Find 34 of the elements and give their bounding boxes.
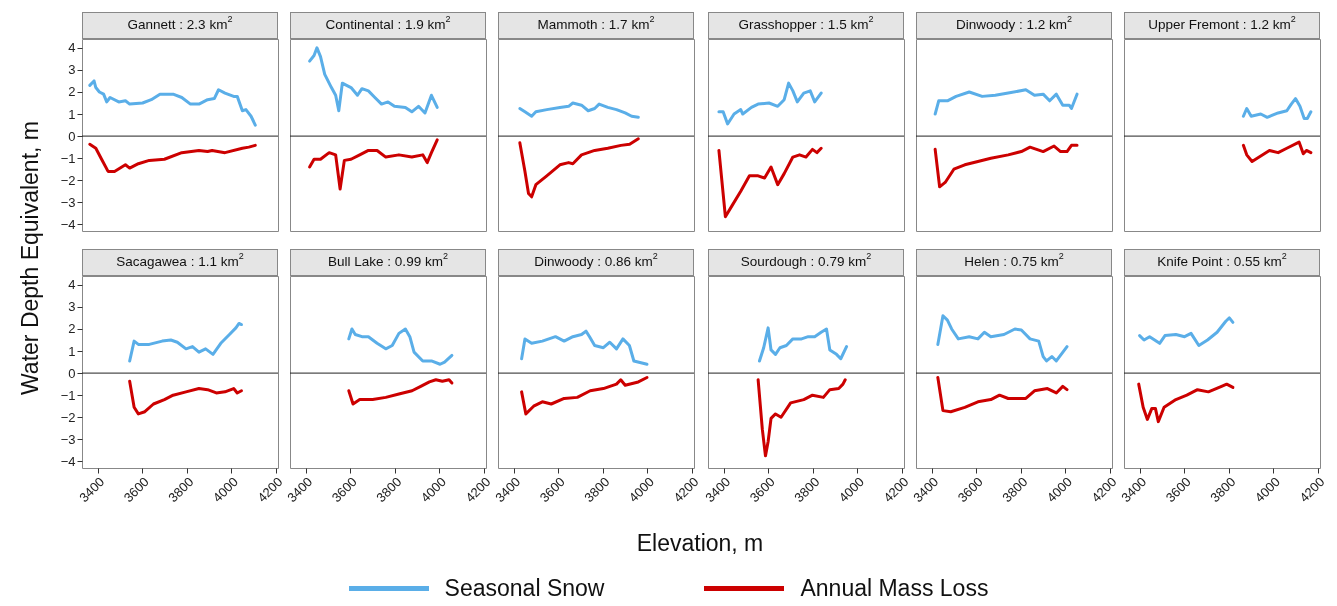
y-tick-label: 2 — [68, 84, 76, 100]
y-tick-label: −3 — [60, 194, 76, 210]
chart-title: Mammoth : 1.7 km$^{2}$ — [498, 12, 694, 39]
y-tick-label: 3 — [68, 299, 76, 315]
legend-label: Annual Mass Loss — [800, 575, 989, 602]
y-tick-label: −2 — [60, 409, 76, 425]
chart-title: Dinwoody : 1.2 km$^{2}$ — [916, 12, 1112, 39]
chart-title: Bull Lake : 0.99 km$^{2}$ — [290, 249, 486, 276]
chart-title: Knife Point : 0.55 km$^{2}$ — [1124, 249, 1320, 276]
y-tick-label: 4 — [68, 277, 76, 293]
chart-title: Dinwoody : 0.86 km$^{2}$ — [498, 249, 694, 276]
y-tick-label: −2 — [60, 172, 76, 188]
chart-title: Grasshopper : 1.5 km$^{2}$ — [708, 12, 904, 39]
chart-title: Gannett : 2.3 km$^{2}$ — [82, 12, 278, 39]
y-tick-label: 3 — [68, 62, 76, 78]
y-tick-label: −1 — [60, 150, 76, 166]
y-tick-label: −4 — [60, 216, 76, 232]
chart-title: Sourdough : 0.79 km$^{2}$ — [708, 249, 904, 276]
y-axis-title: Water Depth Equivalent, m — [16, 121, 44, 395]
y-tick-label: −1 — [60, 387, 76, 403]
y-tick-label: 0 — [68, 365, 76, 381]
y-tick-label: 1 — [68, 106, 76, 122]
chart-title: Continental : 1.9 km$^{2}$ — [290, 12, 486, 39]
chart-title: Upper Fremont : 1.2 km$^{2}$ — [1124, 12, 1320, 39]
y-tick-label: 2 — [68, 321, 76, 337]
y-tick-label: 4 — [68, 40, 76, 56]
x-axis-title: Elevation, m — [636, 529, 764, 557]
chart-title: Helen : 0.75 km$^{2}$ — [916, 249, 1112, 276]
y-tick-label: 1 — [68, 343, 76, 359]
chart-title: Sacagawea : 1.1 km$^{2}$ — [82, 249, 278, 276]
legend-label: Seasonal Snow — [444, 575, 605, 602]
y-tick-label: −4 — [60, 453, 76, 469]
y-tick-label: 0 — [68, 128, 76, 144]
y-tick-label: −3 — [60, 431, 76, 447]
